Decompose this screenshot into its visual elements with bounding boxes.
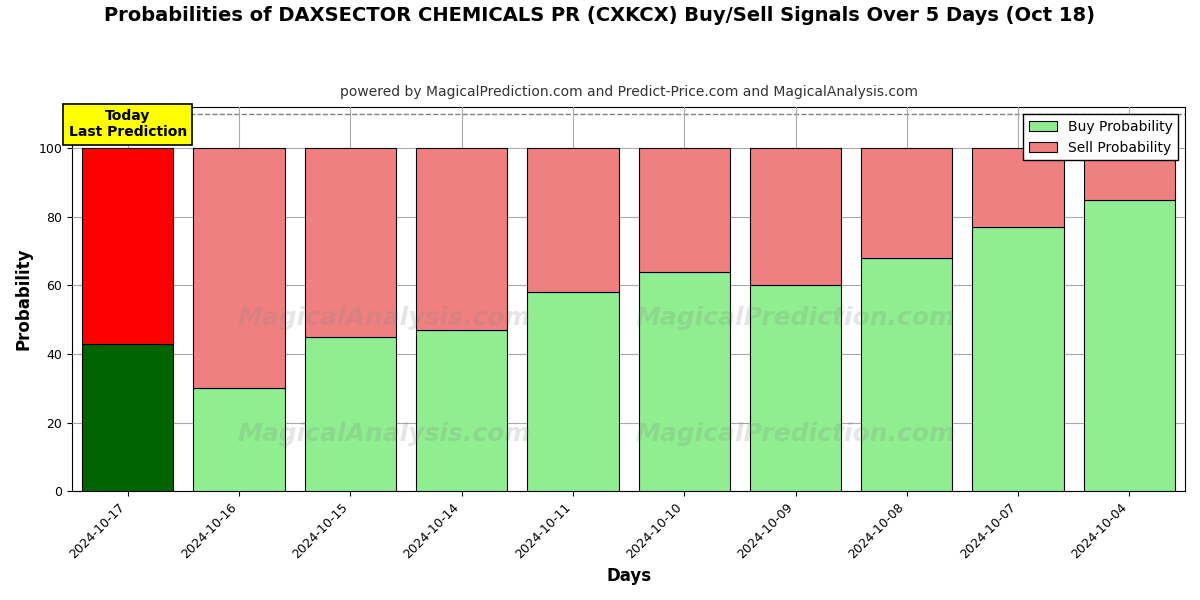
Bar xyxy=(638,148,730,272)
Text: MagicalAnalysis.com: MagicalAnalysis.com xyxy=(238,422,530,446)
Y-axis label: Probability: Probability xyxy=(16,248,34,350)
Bar xyxy=(638,272,730,491)
Bar xyxy=(193,148,284,388)
Bar xyxy=(527,292,618,491)
Bar xyxy=(750,148,841,286)
Bar xyxy=(1084,148,1175,200)
Bar xyxy=(1084,200,1175,491)
Bar xyxy=(193,388,284,491)
Bar xyxy=(862,148,953,258)
Bar xyxy=(750,286,841,491)
Bar xyxy=(416,330,508,491)
Bar xyxy=(416,148,508,330)
Bar xyxy=(82,344,174,491)
Text: MagicalAnalysis.com: MagicalAnalysis.com xyxy=(238,307,530,331)
Title: powered by MagicalPrediction.com and Predict-Price.com and MagicalAnalysis.com: powered by MagicalPrediction.com and Pre… xyxy=(340,85,918,99)
Bar xyxy=(305,148,396,337)
Text: MagicalPrediction.com: MagicalPrediction.com xyxy=(636,422,955,446)
Bar xyxy=(305,337,396,491)
X-axis label: Days: Days xyxy=(606,567,652,585)
Text: Probabilities of DAXSECTOR CHEMICALS PR (CXKCX) Buy/Sell Signals Over 5 Days (Oc: Probabilities of DAXSECTOR CHEMICALS PR … xyxy=(104,6,1096,25)
Bar xyxy=(527,148,618,292)
Text: MagicalPrediction.com: MagicalPrediction.com xyxy=(636,307,955,331)
Bar xyxy=(972,148,1063,227)
Bar xyxy=(82,148,174,344)
Legend: Buy Probability, Sell Probability: Buy Probability, Sell Probability xyxy=(1024,114,1178,160)
Bar xyxy=(972,227,1063,491)
Bar xyxy=(862,258,953,491)
Text: Today
Last Prediction: Today Last Prediction xyxy=(68,109,187,139)
